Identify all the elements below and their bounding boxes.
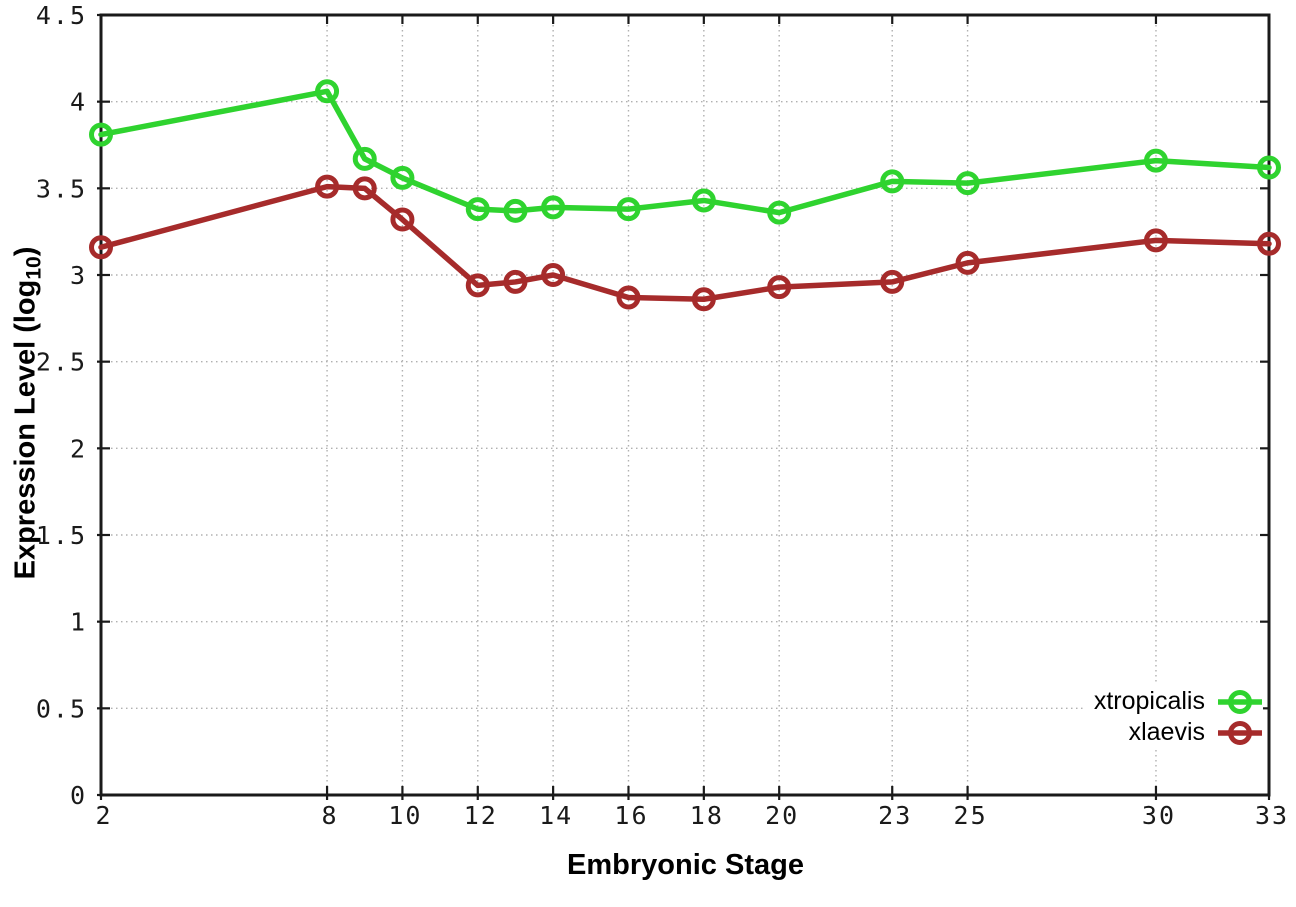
y-axis-title-close: )	[9, 246, 42, 257]
x-tick-label: 2	[95, 801, 112, 830]
data-point-xlaevis	[541, 263, 566, 287]
plot-border	[99, 13, 1271, 797]
x-tick-label: 8	[322, 801, 339, 830]
data-point-xlaevis	[503, 269, 528, 294]
x-axis-title: Embryonic Stage	[567, 849, 804, 881]
y-tick-label: 0	[70, 781, 87, 810]
legend-item-xlaevis: xlaevis	[1129, 717, 1263, 748]
legend-label-xlaevis: xlaevis	[1128, 718, 1205, 746]
data-point-xlaevis	[1257, 231, 1281, 256]
y-tick-label: 2.5	[36, 348, 87, 377]
legend-line-point-icon	[1218, 720, 1262, 745]
y-tick-label: 1	[70, 608, 87, 637]
data-point-xlaevis	[691, 287, 716, 312]
x-tick-label: 18	[690, 801, 724, 830]
data-point-xtropicalis	[315, 79, 340, 104]
legend-item-xtropicalis: xtropicalis	[1094, 686, 1263, 717]
y-tick-label: 1.5	[36, 521, 87, 550]
y-tick-label: 2	[70, 434, 87, 463]
data-point-xtropicalis	[352, 146, 377, 171]
y-axis-title-subscript: 10	[22, 256, 46, 280]
y-tick-label: 4	[70, 88, 87, 117]
legend: xtropicalis xlaevis	[1083, 684, 1263, 750]
y-tick-label: 3.5	[36, 174, 87, 203]
data-point-xtropicalis	[89, 122, 113, 147]
y-tick-label: 4.5	[36, 1, 87, 30]
data-point-xtropicalis	[1257, 155, 1281, 180]
data-point-xtropicalis	[390, 165, 415, 190]
y-tick-label: 0.5	[36, 694, 87, 723]
x-tick-label: 30	[1142, 801, 1176, 830]
x-tick-label: 33	[1255, 801, 1289, 830]
series-line-xtropicalis	[98, 88, 1272, 216]
x-tick-label: 16	[614, 801, 648, 830]
data-point-xtropicalis	[1143, 148, 1168, 173]
x-tick-label: 12	[464, 801, 498, 830]
data-point-xtropicalis	[616, 197, 641, 222]
x-tick-label: 20	[765, 801, 799, 830]
y-tick-label: 3	[70, 261, 87, 290]
y-axis-title-text: Expression Level (log	[9, 279, 42, 580]
x-tick-label: 25	[954, 801, 988, 830]
data-point-xlaevis	[89, 235, 113, 260]
data-point-xtropicalis	[691, 188, 716, 213]
data-point-xtropicalis	[955, 171, 980, 196]
y-axis-title: Expression Level (log10)	[9, 246, 46, 580]
legend-label-xtropicalis: xtropicalis	[1093, 687, 1205, 715]
data-point-xlaevis	[352, 176, 377, 201]
data-point-xlaevis	[955, 250, 980, 275]
legend-line-point-icon	[1218, 689, 1262, 714]
data-point-xtropicalis	[465, 197, 490, 222]
data-point-xlaevis	[390, 207, 415, 232]
data-point-xlaevis	[880, 269, 905, 294]
data-point-xtropicalis	[541, 195, 566, 220]
data-point-xtropicalis	[767, 200, 792, 225]
x-tick-label: 14	[539, 801, 573, 830]
data-point-xlaevis	[1143, 228, 1168, 253]
data-point-xlaevis	[465, 273, 490, 298]
data-point-xtropicalis	[880, 169, 905, 194]
data-point-xlaevis	[315, 174, 340, 199]
x-tick-label: 10	[388, 801, 422, 830]
data-point-xlaevis	[616, 285, 641, 310]
data-point-xlaevis	[767, 275, 792, 300]
x-tick-label: 23	[878, 801, 912, 830]
data-point-xtropicalis	[503, 198, 528, 223]
